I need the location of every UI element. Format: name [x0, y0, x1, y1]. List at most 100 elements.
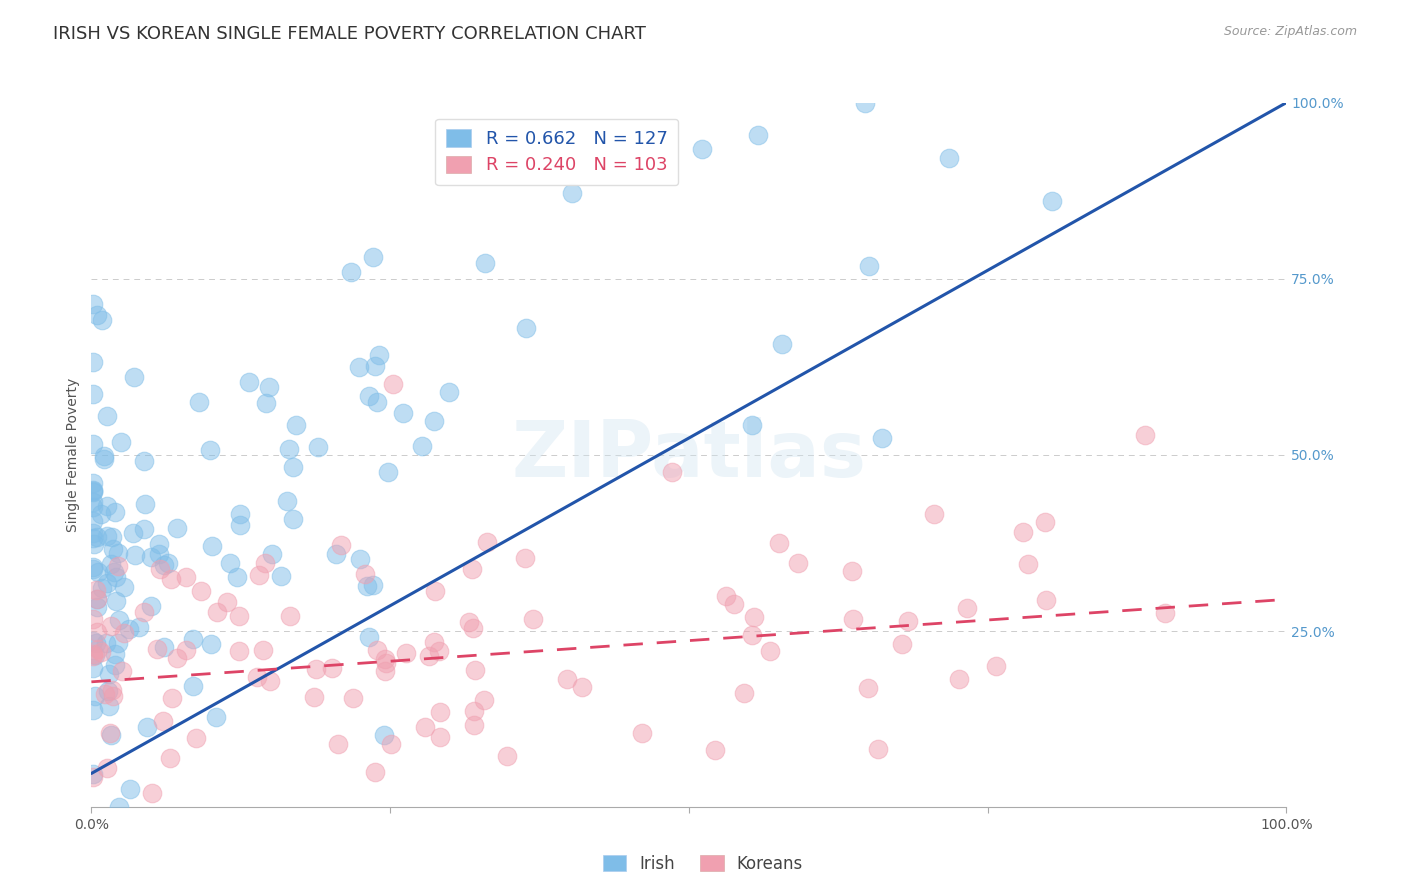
Point	[228, 608, 250, 623]
Point	[141, 786, 163, 800]
Point	[201, 539, 224, 553]
Point	[228, 643, 250, 657]
Point	[373, 728, 395, 742]
Point	[159, 750, 181, 764]
Point	[82, 495, 104, 509]
Point	[98, 726, 121, 740]
Point	[82, 500, 104, 514]
Point	[366, 643, 388, 657]
Point	[252, 643, 274, 657]
Point	[107, 558, 129, 573]
Point	[948, 672, 970, 686]
Point	[423, 635, 446, 649]
Point	[661, 465, 683, 479]
Point	[770, 337, 793, 351]
Point	[82, 661, 104, 675]
Point	[134, 497, 156, 511]
Point	[198, 443, 221, 458]
Point	[101, 530, 124, 544]
Point	[429, 731, 451, 745]
Point	[181, 632, 204, 646]
Point	[100, 728, 122, 742]
Point	[1035, 593, 1057, 607]
Point	[176, 643, 198, 657]
Point	[703, 743, 725, 757]
Point	[101, 689, 124, 703]
Point	[522, 612, 544, 626]
Point	[380, 737, 402, 751]
Point	[82, 483, 104, 497]
Point	[1040, 194, 1063, 208]
Point	[149, 562, 172, 576]
Point	[86, 591, 108, 606]
Point	[84, 635, 107, 649]
Point	[429, 644, 451, 658]
Point	[184, 731, 207, 746]
Point	[86, 592, 108, 607]
Point	[254, 556, 277, 570]
Point	[361, 578, 384, 592]
Point	[1133, 428, 1156, 442]
Point	[260, 548, 283, 562]
Point	[162, 691, 184, 706]
Point	[246, 670, 269, 684]
Point	[166, 650, 188, 665]
Point	[84, 648, 107, 662]
Legend: Irish, Koreans: Irish, Koreans	[596, 848, 810, 880]
Point	[90, 312, 112, 326]
Point	[768, 535, 790, 549]
Point	[411, 439, 433, 453]
Point	[84, 582, 107, 597]
Point	[225, 570, 247, 584]
Point	[124, 370, 146, 384]
Point	[141, 549, 163, 564]
Point	[229, 517, 252, 532]
Point	[357, 630, 380, 644]
Point	[325, 547, 347, 561]
Point	[395, 646, 418, 660]
Point	[152, 558, 174, 573]
Point	[112, 580, 135, 594]
Point	[174, 570, 197, 584]
Point	[413, 720, 436, 734]
Point	[377, 465, 399, 479]
Point	[103, 542, 125, 557]
Point	[93, 688, 115, 702]
Point	[374, 656, 396, 670]
Point	[82, 767, 104, 781]
Point	[561, 186, 583, 201]
Point	[146, 642, 169, 657]
Point	[458, 615, 481, 629]
Point	[463, 718, 485, 732]
Point	[83, 537, 105, 551]
Point	[82, 559, 104, 574]
Point	[270, 569, 292, 583]
Point	[82, 475, 104, 490]
Point	[91, 581, 114, 595]
Point	[733, 686, 755, 700]
Point	[132, 522, 155, 536]
Point	[200, 638, 222, 652]
Legend: R = 0.662   N = 127, R = 0.240   N = 103: R = 0.662 N = 127, R = 0.240 N = 103	[434, 119, 678, 186]
Point	[110, 434, 132, 449]
Point	[215, 594, 238, 608]
Point	[205, 710, 228, 724]
Point	[477, 534, 499, 549]
Point	[361, 250, 384, 264]
Point	[304, 662, 326, 676]
Point	[281, 512, 304, 526]
Point	[96, 636, 118, 650]
Point	[429, 705, 451, 719]
Point	[382, 377, 405, 392]
Point	[98, 666, 121, 681]
Point	[205, 605, 228, 619]
Text: ZIPatlas: ZIPatlas	[512, 417, 866, 493]
Point	[86, 599, 108, 614]
Point	[714, 589, 737, 603]
Point	[190, 584, 212, 599]
Point	[1154, 606, 1177, 620]
Point	[868, 742, 890, 756]
Point	[90, 507, 112, 521]
Point	[328, 737, 350, 751]
Point	[374, 652, 396, 666]
